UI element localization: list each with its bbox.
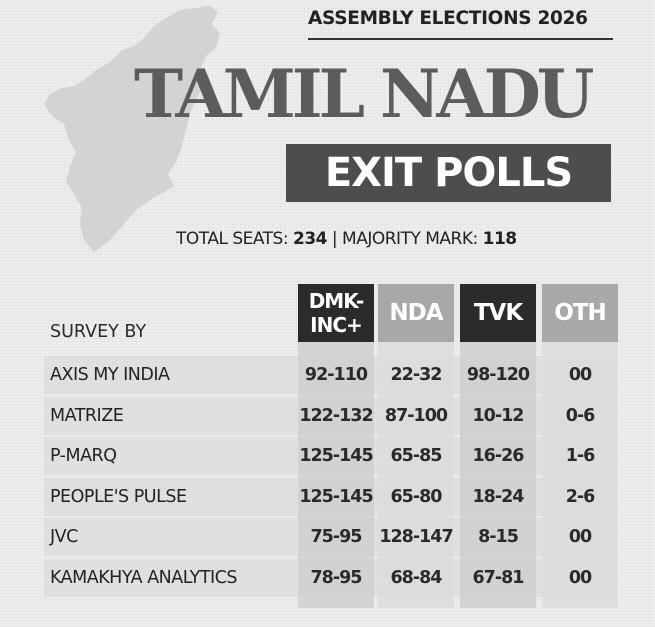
kicker-rule: [308, 38, 613, 40]
column-body-oth: [542, 342, 618, 608]
page-title: TAMIL NADU: [134, 55, 594, 133]
table-cell-dmk: 122-132: [299, 405, 373, 426]
table-cell-nda: 68-84: [390, 567, 443, 588]
column-header-dmk: DMK- INC+: [298, 284, 374, 342]
total-seats-value: 234: [293, 229, 328, 249]
table-cell-oth: 0-6: [565, 405, 596, 426]
column-body-dmk: [298, 342, 374, 608]
table-cell-dmk: 75-95: [310, 527, 363, 547]
table-cell-oth: 00: [568, 527, 592, 547]
table-cell-dmk: 125-145: [299, 446, 373, 466]
majority-mark-label: MAJORITY MARK:: [342, 229, 478, 249]
column-header-oth: OTH: [542, 284, 618, 342]
table-cell-oth: 2-6: [565, 486, 596, 507]
table-cell-dmk: 125-145: [299, 486, 373, 507]
survey-name: P-MARQ: [50, 446, 117, 466]
column-header-tvk: TVK: [460, 284, 536, 342]
table-cell-oth: 00: [568, 567, 592, 588]
tamil-nadu-map-icon: [44, 6, 220, 252]
column-header-nda: NDA: [378, 284, 454, 342]
seats-summary: TOTAL SEATS: 234 | MAJORITY MARK: 118: [176, 229, 616, 249]
table-cell-dmk: 92-110: [304, 365, 368, 385]
page-subtitle: EXIT POLLS: [324, 150, 573, 196]
column-body-nda: [378, 342, 454, 608]
table-cell-tvk: 18-24: [472, 486, 525, 507]
survey-name: PEOPLE'S PULSE: [50, 486, 187, 507]
table-cell-dmk: 78-95: [310, 567, 363, 588]
table-cell-nda: 128-147: [379, 527, 453, 547]
table-cell-oth: 00: [568, 365, 592, 385]
table-cell-nda: 22-32: [390, 365, 443, 385]
table-cell-tvk: 10-12: [472, 405, 525, 426]
subtitle-banner: EXIT POLLS: [286, 144, 611, 202]
table-cell-tvk: 8-15: [478, 527, 519, 547]
survey-name: MATRIZE: [50, 405, 124, 426]
table-cell-tvk: 98-120: [466, 365, 530, 385]
table-cell-tvk: 16-26: [472, 446, 525, 466]
survey-name: KAMAKHYA ANALYTICS: [50, 567, 238, 588]
survey-name: JVC: [50, 527, 78, 547]
table-cell-tvk: 67-81: [472, 567, 525, 588]
seats-separator: |: [331, 229, 338, 249]
column-body-tvk: [460, 342, 536, 608]
survey-name: AXIS MY INDIA: [50, 365, 170, 385]
survey-by-label: SURVEY BY: [50, 322, 147, 342]
table-cell-nda: 65-85: [390, 446, 443, 466]
table-cell-oth: 1-6: [565, 446, 596, 466]
majority-mark-value: 118: [482, 229, 518, 249]
table-cell-nda: 65-80: [390, 486, 443, 507]
table-cell-nda: 87-100: [384, 405, 448, 426]
total-seats-label: TOTAL SEATS:: [176, 229, 289, 249]
election-kicker: ASSEMBLY ELECTIONS 2026: [308, 8, 588, 29]
